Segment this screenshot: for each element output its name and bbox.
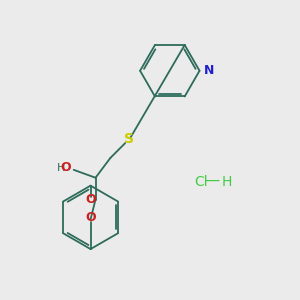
Text: —: — — [204, 173, 219, 188]
Text: S: S — [124, 132, 134, 146]
Text: N: N — [203, 64, 214, 77]
Text: O: O — [60, 161, 71, 174]
Text: H: H — [221, 175, 232, 189]
Text: O: O — [85, 211, 96, 224]
Text: Cl: Cl — [195, 175, 208, 189]
Text: H: H — [56, 163, 65, 173]
Text: O: O — [85, 193, 96, 206]
